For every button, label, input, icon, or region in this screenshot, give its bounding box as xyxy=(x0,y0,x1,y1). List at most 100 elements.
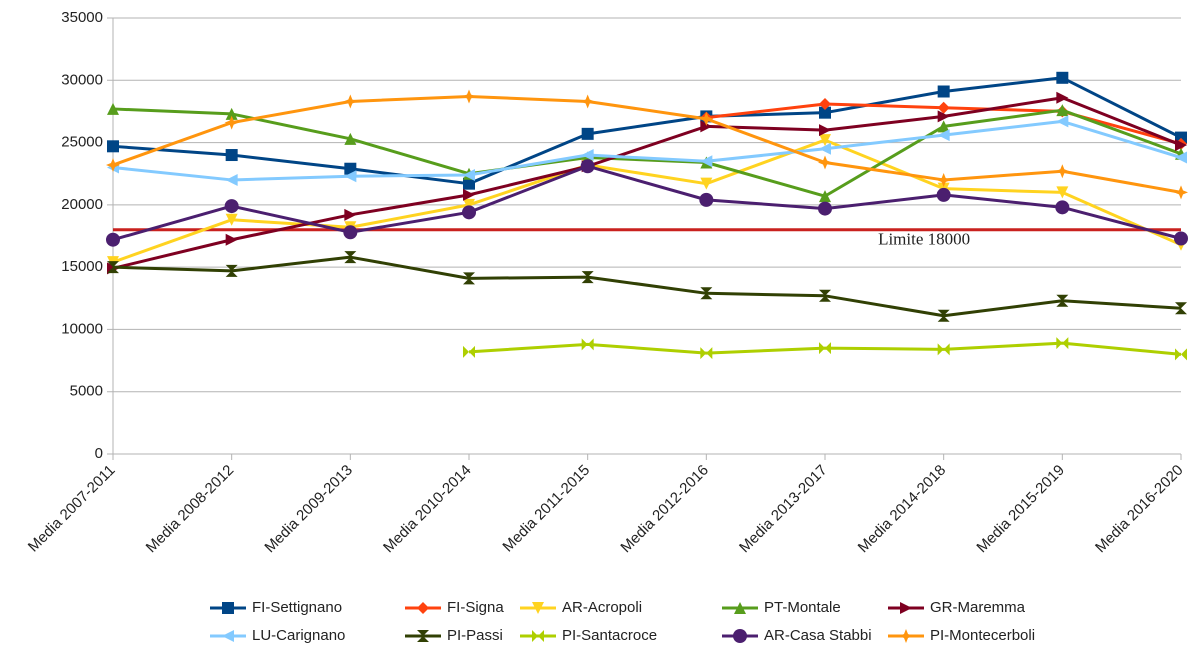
x-tick-label: Media 2008-2012 xyxy=(143,462,238,557)
legend-label: LU-Carignano xyxy=(252,627,345,644)
marker xyxy=(900,602,912,614)
marker xyxy=(225,233,238,246)
legend-label: FI-Signa xyxy=(447,599,504,616)
marker xyxy=(106,157,120,172)
series-line xyxy=(468,341,1182,356)
marker xyxy=(225,173,238,186)
marker xyxy=(107,140,119,153)
marker xyxy=(1174,231,1188,246)
marker xyxy=(1175,348,1187,361)
marker xyxy=(463,168,475,181)
marker xyxy=(580,94,595,109)
x-tick-label: Media 2015-2019 xyxy=(973,462,1068,557)
marker xyxy=(819,134,831,147)
marker xyxy=(463,198,475,211)
marker xyxy=(225,107,238,120)
marker xyxy=(819,142,831,155)
marker xyxy=(463,272,475,285)
marker xyxy=(819,97,831,110)
marker xyxy=(462,89,476,104)
marker xyxy=(222,602,234,614)
marker xyxy=(819,106,831,119)
marker xyxy=(699,192,714,207)
marker xyxy=(700,287,713,300)
marker xyxy=(734,602,746,614)
marker xyxy=(580,159,595,174)
marker xyxy=(107,102,119,115)
marker xyxy=(818,155,832,170)
marker xyxy=(937,85,950,98)
series-line xyxy=(112,107,1182,198)
marker xyxy=(1056,294,1069,307)
legend-label: AR-Casa Stabbi xyxy=(764,627,872,644)
marker xyxy=(532,602,544,614)
marker xyxy=(937,120,950,133)
marker xyxy=(699,111,714,126)
x-tick-label: Media 2014-2018 xyxy=(855,462,950,557)
marker xyxy=(937,101,950,114)
legend-label: PT-Montale xyxy=(764,599,841,616)
marker xyxy=(936,187,951,202)
marker xyxy=(343,94,358,109)
marker xyxy=(937,110,950,123)
y-tick-label: 15000 xyxy=(61,258,103,275)
series-line xyxy=(112,255,1182,318)
marker xyxy=(899,629,913,643)
marker xyxy=(1175,139,1187,152)
marker xyxy=(463,188,475,201)
x-tick-label: Media 2010-2014 xyxy=(380,462,475,557)
marker xyxy=(581,149,594,162)
marker xyxy=(224,115,239,130)
legend-label: PI-Santacroce xyxy=(562,627,657,644)
marker xyxy=(819,124,831,137)
marker xyxy=(532,630,544,642)
threshold-label: Limite 18000 xyxy=(878,230,970,249)
marker xyxy=(700,177,713,190)
marker xyxy=(819,190,831,203)
marker xyxy=(700,155,713,168)
marker xyxy=(463,177,475,190)
marker xyxy=(463,345,475,358)
x-tick-label: Media 2012-2016 xyxy=(617,462,712,557)
series-line xyxy=(112,94,1182,194)
marker xyxy=(1056,186,1069,199)
x-tick-label: Media 2013-2017 xyxy=(736,462,831,557)
marker xyxy=(1056,104,1069,117)
marker xyxy=(225,264,238,277)
marker xyxy=(819,289,831,302)
marker xyxy=(1055,200,1070,215)
marker xyxy=(225,213,238,226)
x-tick-label: Media 2016-2020 xyxy=(1092,462,1187,557)
marker xyxy=(581,271,594,284)
marker xyxy=(936,172,951,187)
marker xyxy=(733,629,747,643)
marker xyxy=(819,342,831,355)
marker xyxy=(1056,337,1069,350)
marker xyxy=(937,343,950,356)
series-line xyxy=(112,119,1182,182)
marker xyxy=(1056,71,1069,84)
legend-label: PI-Montecerboli xyxy=(930,627,1035,644)
y-tick-label: 5000 xyxy=(70,383,103,400)
marker xyxy=(818,201,832,216)
y-tick-label: 10000 xyxy=(61,320,103,337)
marker xyxy=(417,602,429,614)
y-tick-label: 25000 xyxy=(61,134,103,151)
marker xyxy=(1056,115,1069,128)
marker xyxy=(581,338,594,351)
series-line xyxy=(112,76,1182,186)
marker xyxy=(222,630,234,642)
marker xyxy=(106,232,120,247)
marker xyxy=(937,309,950,322)
y-tick-label: 20000 xyxy=(61,196,103,213)
marker xyxy=(1055,164,1070,179)
marker xyxy=(1174,185,1188,200)
marker xyxy=(1056,91,1069,104)
marker xyxy=(1175,302,1187,315)
legend-label: FI-Settignano xyxy=(252,599,342,616)
marker xyxy=(224,199,239,214)
marker xyxy=(1175,151,1187,164)
marker xyxy=(107,261,119,274)
marker xyxy=(344,251,357,264)
legend-label: AR-Acropoli xyxy=(562,599,642,616)
